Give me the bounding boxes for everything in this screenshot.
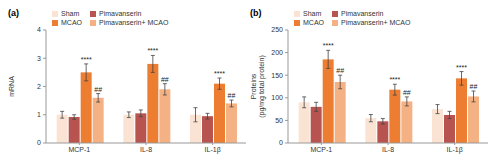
svg-text:****: **** [456,64,467,71]
html-text:Sham: Sham [303,10,322,17]
html-text:MCAO: MCAO [61,19,82,26]
svg-text:##: ## [228,92,236,99]
svg-text:IL-8: IL-8 [140,146,152,153]
svg-text:2: 2 [37,83,41,90]
svg-text:****: **** [389,76,400,83]
svg-text:Proteins(pg/mg total protein): Proteins(pg/mg total protein) [250,55,266,118]
svg-text:0: 0 [279,139,283,146]
svg-text:IL-1β: IL-1β [205,146,221,154]
svg-text:****: **** [81,56,92,63]
svg-text:4: 4 [37,26,41,33]
svg-text:****: **** [214,70,225,77]
svg-text:##: ## [403,89,411,96]
svg-text:##: ## [161,76,169,83]
svg-text:150: 150 [271,72,283,79]
svg-text:250: 250 [271,26,283,33]
svg-text:##: ## [336,67,344,74]
svg-text:MCP-1: MCP-1 [310,146,332,153]
svg-text:IL-8: IL-8 [382,146,394,153]
html-text:Pimavanserin+ MCAO: Pimavanserin+ MCAO [99,19,169,26]
svg-text:0: 0 [37,139,41,146]
svg-text:##: ## [470,83,478,90]
html-text:Pimavanserin: Pimavanserin [99,10,142,17]
svg-text:1: 1 [37,111,41,118]
html-text:MCAO: MCAO [303,19,324,26]
svg-text:100: 100 [271,94,283,101]
html-text:Pimavanserin+ MCAO: Pimavanserin+ MCAO [341,19,411,26]
svg-text:****: **** [147,47,158,54]
html-text:Sham: Sham [61,10,80,17]
html-text:(a): (a) [8,8,19,18]
html-text:Pimavanserin: Pimavanserin [341,10,384,17]
svg-text:3: 3 [37,55,41,62]
svg-text:IL-1β: IL-1β [447,146,463,154]
svg-text:mRNA: mRNA [8,76,15,97]
svg-text:MCP-1: MCP-1 [68,146,90,153]
svg-text:50: 50 [275,117,283,124]
html-text:(b): (b) [250,8,262,18]
svg-text:****: **** [323,42,334,49]
svg-text:##: ## [94,86,102,93]
svg-text:200: 200 [271,49,283,56]
